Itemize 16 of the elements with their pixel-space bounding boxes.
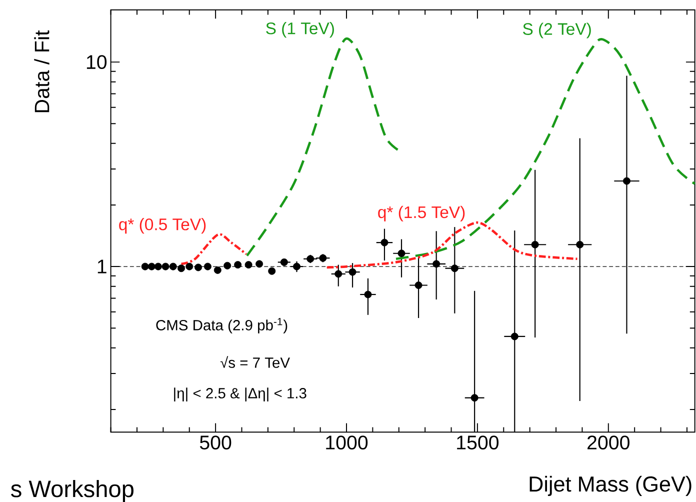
y-axis-title: Data / Fit [34, 30, 50, 112]
x-tick-label: 1000 [326, 436, 368, 450]
y-tick-label: 1 [98, 260, 106, 274]
x-axis-title: Dijet Mass (GeV) [530, 476, 692, 496]
annotation: |η| < 2.5 & |Δη| < 1.3 [174, 388, 306, 402]
series-label: q* (1.5 TeV) [378, 206, 465, 222]
annotation: CMS Data (2.9 pb$^{-1}$) [156, 318, 288, 334]
series-label: S (1 TeV) [266, 22, 334, 38]
x-tick-label: 2000 [588, 436, 630, 450]
annotation: √s = 7 TeV [220, 356, 290, 368]
y-tick-label: 10 [86, 55, 107, 70]
text: s Workshop [11, 480, 134, 502]
series-label: q* (0.5 TeV) [119, 218, 206, 234]
series-label: S (2 TeV) [523, 22, 591, 38]
x-tick-label: 500 [200, 436, 232, 450]
x-tick-label: 1500 [457, 436, 499, 450]
